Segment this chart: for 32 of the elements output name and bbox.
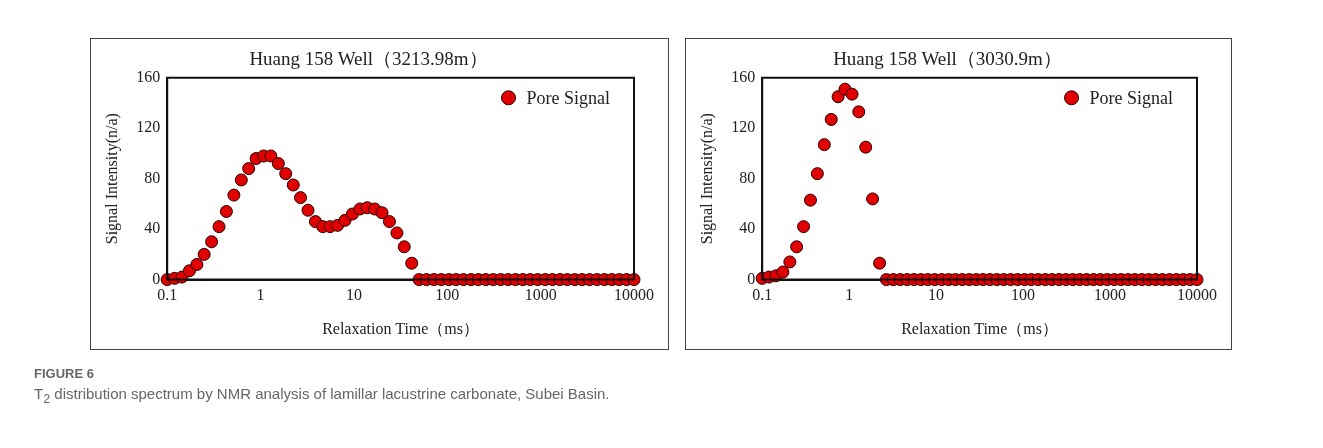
y-axis-title: Signal Intensity(n/a): [102, 113, 121, 245]
x-tick-label: 10000: [614, 286, 654, 304]
y-tick-label: 40: [739, 219, 756, 237]
x-tick-label: 100: [1011, 286, 1036, 304]
chart-title: Huang 158 Well（3213.98m）: [249, 48, 488, 70]
y-tick-label: 120: [731, 118, 756, 136]
caption: FIGURE 6: [34, 366, 95, 381]
x-axis-title: Relaxation Time（ms）: [322, 319, 480, 337]
x-tick-label: 10: [928, 286, 945, 304]
x-tick-label: 10000: [1177, 286, 1217, 304]
y-tick-label: 80: [739, 168, 756, 186]
y-tick-label: 0: [747, 269, 756, 287]
x-tick-label: 1: [256, 286, 265, 304]
x-tick-label: 1000: [1094, 286, 1127, 304]
y-axis-title: Signal Intensity(n/a): [697, 113, 716, 245]
legend-label: Pore Signal: [526, 87, 610, 108]
x-tick-label: 1: [845, 286, 854, 304]
text: T$_{2}$ distribution spectrum by NMR analysis of lamillar lacustrine carbonate, Subei Basin.: [34, 385, 610, 406]
x-tick-label: 10: [345, 286, 362, 304]
y-tick-label: 80: [144, 168, 161, 186]
x-tick-label: 0.1: [157, 286, 178, 304]
x-tick-label: 1000: [524, 286, 557, 304]
y-tick-label: 40: [144, 219, 161, 237]
y-tick-label: 0: [152, 269, 161, 287]
x-tick-label: 100: [435, 286, 460, 304]
x-axis-title: Relaxation Time（ms）: [901, 319, 1059, 337]
y-tick-label: 160: [136, 68, 161, 85]
chart-title: Huang 158 Well（3030.9m）: [833, 48, 1062, 70]
legend-label: Pore Signal: [1089, 87, 1173, 108]
y-tick-label: 120: [136, 118, 161, 136]
y-tick-label: 160: [731, 68, 756, 85]
x-tick-label: 0.1: [752, 286, 773, 304]
